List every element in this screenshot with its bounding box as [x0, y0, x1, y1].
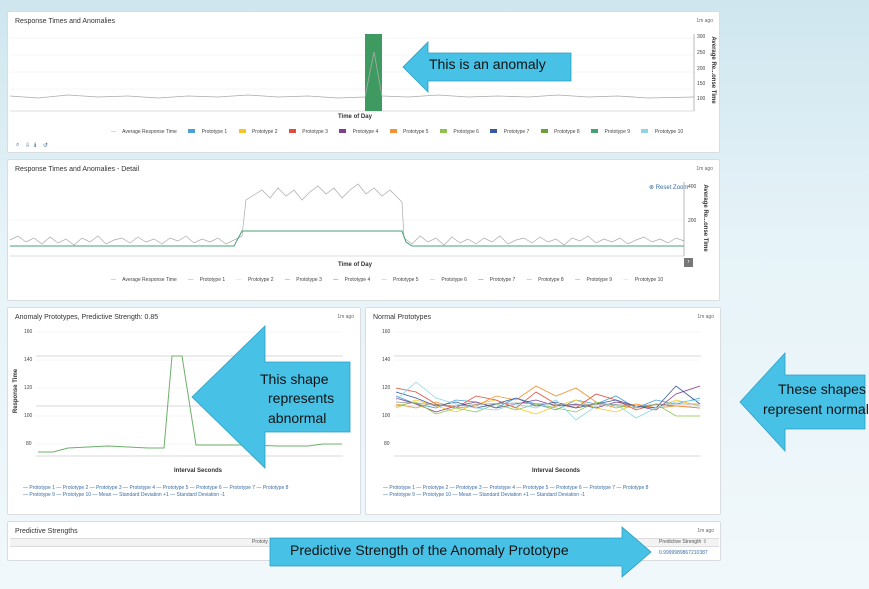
y-tick: 80	[384, 441, 390, 447]
normal-prototypes-panel: Normal Prototypes 1m ago 160 140 120 100…	[365, 307, 721, 515]
legend-item[interactable]: Prototype 10	[641, 129, 688, 135]
x-axis-label: Interval Seconds	[532, 468, 581, 474]
legend-item[interactable]: — Prototype 3	[284, 277, 322, 283]
y-tick-200: 200	[697, 66, 706, 72]
abnormal-callout-line1: This shape	[260, 371, 329, 387]
y-tick: 120	[24, 385, 33, 391]
prototype-line	[10, 230, 684, 247]
legend-item[interactable]: Prototype 5	[389, 129, 434, 135]
legend-item[interactable]: Prototype 9	[591, 129, 635, 135]
strength-callout-text: Predictive Strength of the Anomaly Proto…	[290, 542, 569, 558]
y-tick-400: 400	[688, 184, 697, 190]
legend-item[interactable]: Prototype 2	[238, 129, 283, 135]
legend-item[interactable]: Prototype 3	[288, 129, 333, 135]
reset-icon: ⊗	[649, 185, 655, 191]
legend-item[interactable]: — Prototype 7	[478, 277, 516, 283]
legend-item[interactable]: — Prototype 5	[381, 277, 419, 283]
legend-item[interactable]: — Prototype 2	[236, 277, 274, 283]
download-icon[interactable]: ⇩	[25, 143, 31, 149]
legend-item[interactable]: Prototype 6	[439, 129, 484, 135]
legend-item[interactable]: — Average Response Time	[111, 129, 177, 135]
anomaly-band	[365, 34, 382, 111]
column-header-strength[interactable]: Predictive Strength ⇧	[659, 539, 707, 545]
legend-item[interactable]: — Prototype 1	[188, 277, 226, 283]
legend-row-2: — Prototype 9 — Prototype 10 — Mean — St…	[23, 492, 225, 498]
y-tick-250: 250	[697, 50, 706, 56]
y-tick: 140	[24, 357, 33, 363]
panel-title: Normal Prototypes	[373, 314, 431, 321]
y-tick: 160	[24, 329, 33, 335]
panel-title: Predictive Strengths	[15, 528, 78, 535]
normal-callout	[739, 351, 866, 453]
anomaly-prototype-line	[38, 355, 342, 453]
y-tick-150: 150	[697, 81, 706, 87]
scroll-right-button[interactable]: ›	[684, 258, 693, 267]
legend-item[interactable]: — Average Response Time	[111, 277, 177, 283]
abnormal-callout	[191, 325, 351, 469]
legend-item[interactable]: Prototype 4	[339, 129, 383, 135]
refresh-icon[interactable]: ↺	[43, 143, 49, 149]
column-header-prototype[interactable]: Prototy	[252, 539, 268, 545]
y-tick-200: 200	[688, 218, 697, 224]
timestamp: 1m ago	[697, 314, 714, 320]
y-tick-100: 100	[697, 96, 706, 102]
y-tick: 100	[382, 413, 391, 419]
y-tick: 140	[382, 357, 391, 363]
legend-item[interactable]: Prototype 8	[540, 129, 585, 135]
detail-legend: — Average Response Time — Prototype 1 — …	[111, 277, 673, 283]
strength-callout	[269, 526, 652, 578]
normal-callout-line1: These shapes	[778, 381, 866, 397]
detail-panel: Response Times and Anomalies - Detail 1m…	[7, 159, 720, 301]
timestamp: 1m ago	[337, 314, 354, 320]
detail-series	[9, 183, 685, 246]
legend-row-2: — Prototype 9 — Prototype 10 — Mean — St…	[383, 492, 585, 498]
legend-item[interactable]: — Prototype 9	[575, 277, 613, 283]
y-tick-300: 300	[697, 34, 706, 40]
timestamp: 1m ago	[696, 166, 713, 172]
panel-title: Response Times and Anomalies	[15, 18, 115, 25]
x-axis-label: Interval Seconds	[174, 468, 223, 474]
y-tick: 120	[382, 385, 391, 391]
legend-item[interactable]: — Prototype 8	[526, 277, 564, 283]
panel-title: Response Times and Anomalies - Detail	[15, 166, 140, 173]
legend-item[interactable]: — Prototype 10	[623, 277, 664, 283]
legend-item[interactable]: — Prototype 4	[333, 277, 371, 283]
overview-chart[interactable]	[8, 12, 721, 154]
y-axis-label: Average Re...onse Time	[702, 184, 708, 252]
y-tick: 160	[382, 329, 391, 335]
legend-row-1: — Prototype 1 — Prototype 2 — Prototype …	[23, 485, 289, 491]
info-icon[interactable]: ℹ	[34, 143, 37, 149]
legend-item[interactable]: Prototype 7	[490, 129, 534, 135]
y-axis-label: Response Time	[13, 368, 19, 414]
x-axis-label: Time of Day	[338, 114, 372, 120]
strength-value: 0.9999989867210387	[659, 550, 708, 556]
y-axis-label: Average Re...onse Time	[710, 36, 716, 104]
detail-chart[interactable]	[8, 160, 721, 302]
y-tick: 80	[26, 441, 32, 447]
legend-item[interactable]: Prototype 1	[188, 129, 232, 135]
anomaly-callout	[402, 41, 572, 93]
legend-item[interactable]: — Prototype 6	[429, 277, 467, 283]
abnormal-callout-line2: represents	[268, 390, 335, 406]
anomaly-callout-text: This is an anomaly	[429, 56, 546, 72]
overview-legend: — Average Response Time Prototype 1 Prot…	[111, 129, 693, 135]
timestamp: 1m ago	[696, 18, 713, 24]
overview-panel: Response Times and Anomalies 1m ago 300 …	[7, 11, 720, 153]
timestamp: 1m ago	[697, 528, 714, 534]
x-axis-label: Time of Day	[338, 262, 372, 268]
abnormal-callout-line3: abnormal	[268, 410, 327, 426]
zoom-tool-icon[interactable]: ⌕	[16, 142, 20, 148]
normal-prototype-chart[interactable]	[366, 308, 722, 516]
panel-title: Anomaly Prototypes, Predictive Strength:…	[15, 314, 159, 321]
legend-row-1: — Prototype 1 — Prototype 2 — Prototype …	[383, 485, 649, 491]
average-line	[9, 51, 695, 99]
normal-callout-line2: represent normal	[763, 401, 869, 417]
y-tick: 100	[24, 413, 33, 419]
reset-zoom-button[interactable]: ⊗ Reset Zoom	[649, 185, 689, 191]
